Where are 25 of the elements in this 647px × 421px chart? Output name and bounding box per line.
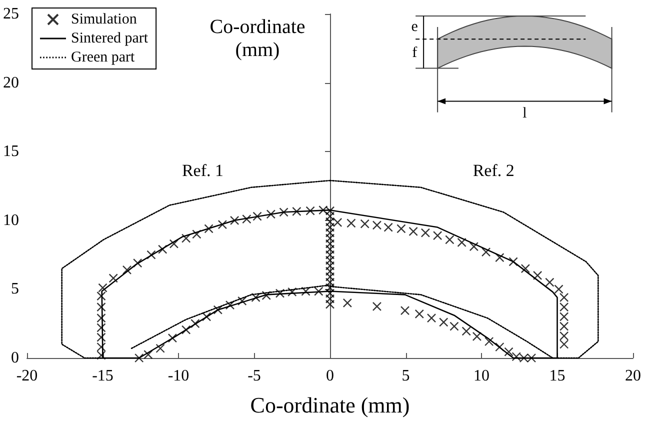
x-tick-label: -5 bbox=[248, 368, 261, 384]
y-tick-label: 10 bbox=[3, 212, 19, 229]
x-tick-label: -20 bbox=[16, 368, 38, 384]
legend-label: Sintered part bbox=[71, 30, 149, 46]
y-tick-label: 25 bbox=[3, 6, 19, 22]
x-axis-title: Co-ordinate (mm) bbox=[250, 392, 410, 418]
x-tick-label: 5 bbox=[402, 368, 410, 384]
y-tick-label: 20 bbox=[3, 74, 19, 92]
annotation: e bbox=[411, 18, 418, 35]
legend-label: Green part bbox=[71, 50, 136, 66]
annotation: l bbox=[522, 106, 527, 122]
annotation: Ref. 1 bbox=[182, 161, 224, 180]
x-tick-label: 20 bbox=[625, 368, 641, 384]
annotation: Ref. 2 bbox=[472, 161, 514, 180]
legend-label: Simulation bbox=[71, 12, 138, 28]
x-tick-label: 0 bbox=[326, 368, 334, 384]
x-tick-label: -10 bbox=[168, 368, 190, 384]
y-tick-label: 15 bbox=[3, 143, 19, 160]
annotation: f bbox=[412, 45, 418, 62]
y-axis-title: Co-ordinate (mm) bbox=[208, 16, 306, 62]
x-tick-label: -15 bbox=[92, 368, 114, 384]
y-tick-label: 0 bbox=[11, 350, 19, 366]
x-tick-label: 10 bbox=[474, 368, 490, 384]
x-tick-label: 15 bbox=[549, 368, 566, 384]
y-tick-label: 5 bbox=[11, 280, 19, 298]
